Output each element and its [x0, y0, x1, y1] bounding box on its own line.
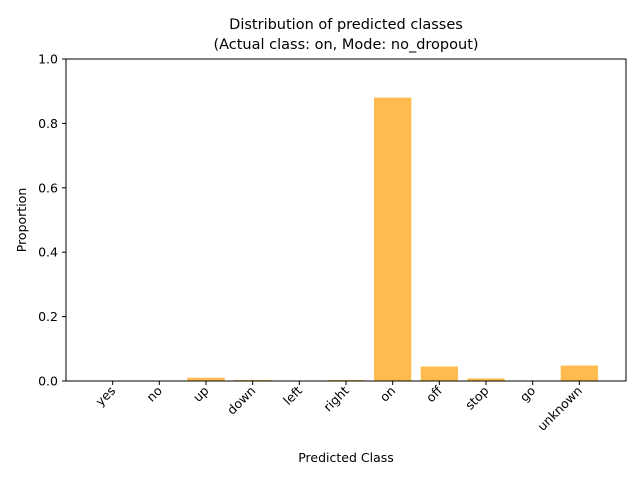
bar-unknown — [560, 365, 598, 381]
x-tick-label: left — [280, 383, 305, 408]
bars-group — [187, 97, 598, 381]
x-tick-label: on — [377, 383, 399, 405]
x-tick-label: stop — [462, 383, 492, 413]
y-tick-label: 0.0 — [38, 374, 58, 389]
y-tick-label: 0.6 — [38, 180, 58, 195]
x-tick-label: up — [190, 383, 212, 405]
y-tick-label: 0.4 — [38, 245, 58, 260]
bar-stop — [467, 378, 505, 381]
x-tick-label: unknown — [534, 383, 585, 434]
y-tick-label: 0.8 — [38, 116, 58, 131]
bar-off — [420, 366, 458, 381]
x-tick-label: go — [517, 383, 539, 405]
x-tick-label: no — [143, 383, 165, 405]
plot-frame — [65, 58, 627, 382]
y-axis-label: Proportion — [14, 188, 29, 253]
x-tick-label: right — [320, 383, 351, 414]
x-tick-label: down — [224, 383, 258, 417]
y-tick-label: 1.0 — [38, 52, 58, 67]
y-tick-label: 0.2 — [38, 309, 58, 324]
chart-title: Distribution of predicted classes — [229, 17, 463, 33]
bar-up — [187, 377, 225, 381]
x-tick-label: off — [423, 383, 445, 405]
x-tick-label: yes — [92, 383, 118, 409]
x-axis-label: Predicted Class — [298, 450, 394, 465]
y-axis-ticks: 0.0 0.2 0.4 0.6 0.8 1.0 — [38, 52, 66, 389]
bar-on — [374, 97, 412, 381]
chart-subtitle: (Actual class: on, Mode: no_dropout) — [213, 37, 478, 53]
